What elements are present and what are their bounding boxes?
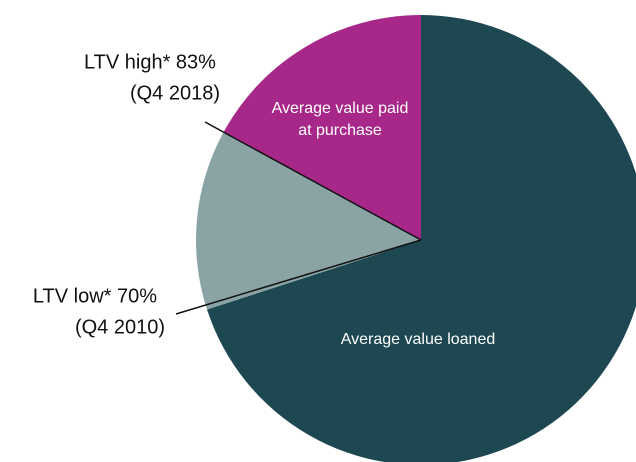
annotation: LTV high* 83% — [84, 51, 216, 73]
slice-label: Average value loaned — [340, 331, 496, 348]
annotation: (Q4 2010) — [75, 316, 165, 338]
pie-slice — [207, 15, 636, 462]
pie-slice — [223, 15, 421, 240]
leader-line — [204, 121, 422, 241]
leader-line — [175, 239, 422, 315]
annotation: LTV low* 70% — [33, 285, 157, 307]
annotation: (Q4 2018) — [130, 82, 220, 104]
slice-label: Average value paid at purchase — [271, 100, 409, 139]
pie-slice — [196, 131, 421, 310]
